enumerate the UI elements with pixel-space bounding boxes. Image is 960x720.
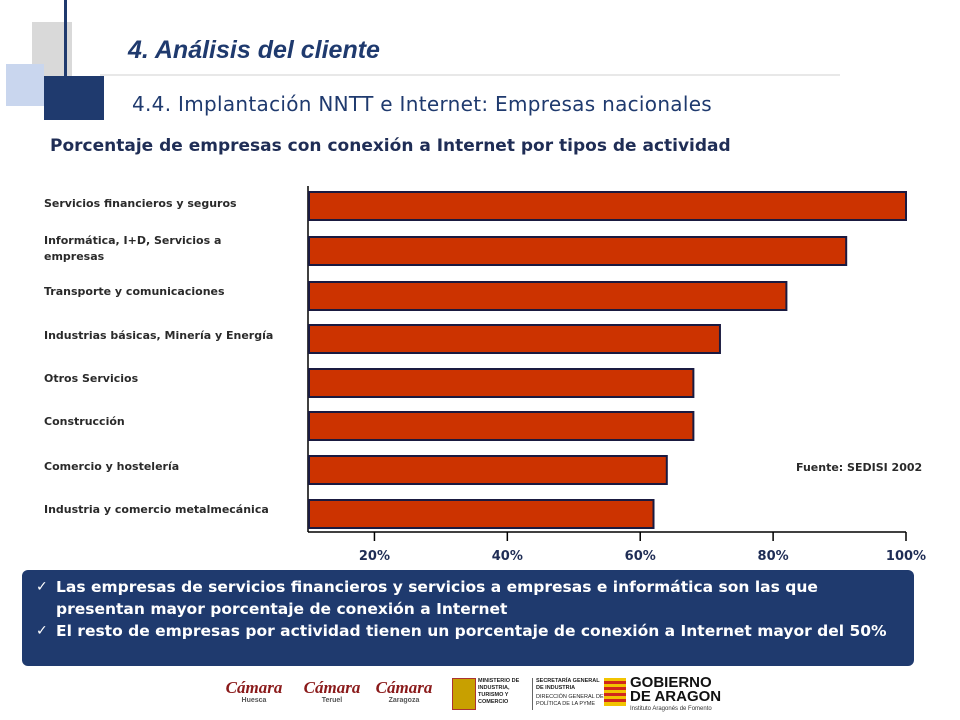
bar xyxy=(308,411,695,441)
category-label: Transporte y comunicaciones xyxy=(44,285,225,298)
footer-logos: Cámara Huesca Cámara Teruel Cámara Zarag… xyxy=(220,674,721,718)
category-label: Informática, I+D, Servicios a empresas xyxy=(44,234,222,263)
notes-panel: ✓ Las empresas de servicios financieros … xyxy=(22,570,914,666)
ministerio-logo: MINISTERIO DE INDUSTRIA, TURISMO Y COMER… xyxy=(452,678,604,712)
camara-huesca-logo: Cámara Huesca xyxy=(225,678,283,704)
category-label: Industrias básicas, Minería y Energía xyxy=(44,329,274,342)
checkmark-icon: ✓ xyxy=(36,623,48,639)
bar xyxy=(308,499,655,529)
gobierno-aragon-logo: GOBIERNO DE ARAGON Instituto Aragonés de… xyxy=(604,675,724,716)
category-label: Construcción xyxy=(44,415,125,428)
category-label: Otros Servicios xyxy=(44,372,139,385)
bar xyxy=(308,236,848,266)
page-title: 4. Análisis del cliente xyxy=(128,36,380,64)
page-subtitle: 4.4. Implantación NNTT e Internet: Empre… xyxy=(132,92,713,116)
category-label: Industria y comercio metalmecánica xyxy=(44,503,269,516)
x-tick-label: 60% xyxy=(625,549,656,564)
bar xyxy=(308,191,907,221)
camara-zaragoza-logo: Cámara Zaragoza xyxy=(375,678,433,704)
bar xyxy=(308,368,695,398)
x-tick-label: 20% xyxy=(359,549,390,564)
note-text: Las empresas de servicios financieros y … xyxy=(56,578,818,618)
category-label: Servicios financieros y seguros xyxy=(44,197,237,210)
x-tick-label: 80% xyxy=(758,549,789,564)
x-tick-label: 100% xyxy=(886,549,926,564)
category-label: Comercio y hostelería xyxy=(44,460,180,473)
checkmark-icon: ✓ xyxy=(36,579,48,595)
camara-teruel-logo: Cámara Teruel xyxy=(303,678,361,704)
chart-title: Porcentaje de empresas con conexión a In… xyxy=(50,136,731,156)
bar xyxy=(308,324,721,354)
note-text: El resto de empresas por actividad tiene… xyxy=(56,622,887,640)
coat-of-arms-icon xyxy=(452,678,476,710)
bar xyxy=(308,455,668,485)
bar xyxy=(308,281,788,311)
x-tick-label: 40% xyxy=(492,549,523,564)
note-item: ✓ Las empresas de servicios financieros … xyxy=(36,576,900,620)
bar-chart: 20% 40% 60% 80% 100% xyxy=(307,186,926,564)
aragon-flag-icon xyxy=(604,678,626,706)
note-item: ✓ El resto de empresas por actividad tie… xyxy=(36,620,900,642)
source-annotation: Fuente: SEDISI 2002 xyxy=(796,461,923,474)
